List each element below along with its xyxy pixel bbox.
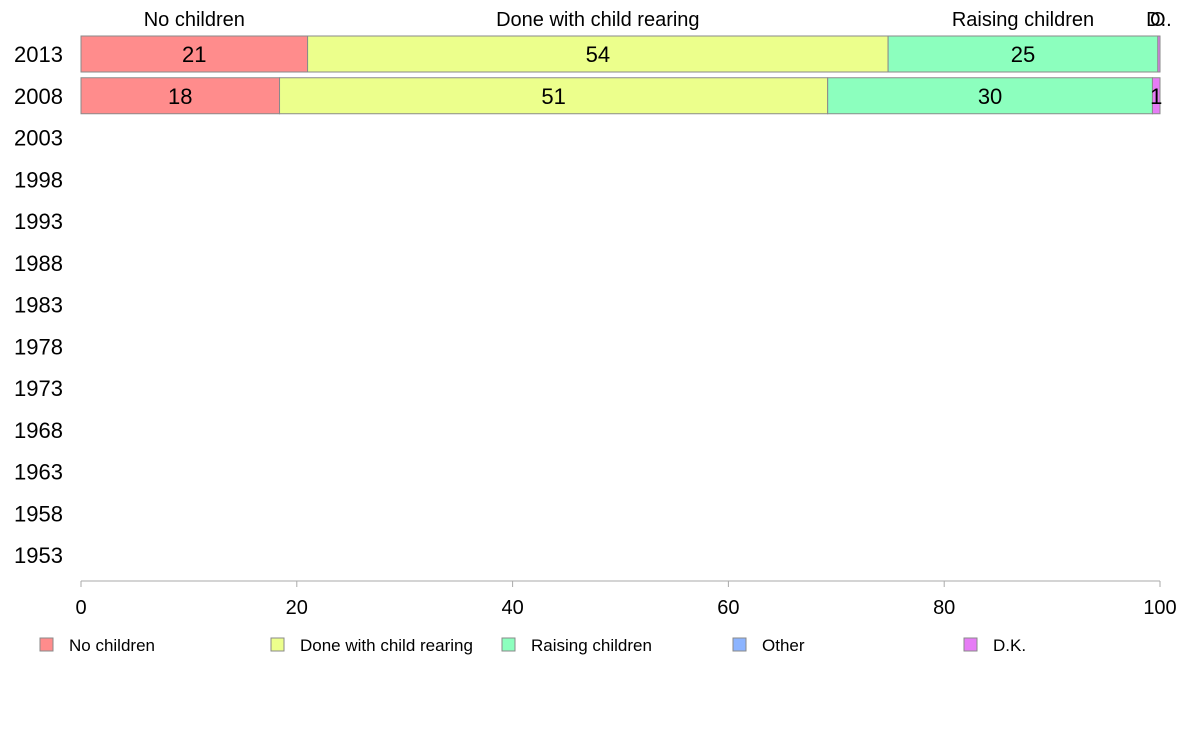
- x-tick-label: 40: [501, 597, 523, 619]
- year-label: 1963: [14, 460, 63, 485]
- bar-segment: [1157, 35, 1161, 73]
- legend-label: Other: [762, 636, 805, 655]
- x-axis: 0 20 40 60 80 100: [75, 580, 1177, 619]
- legend-swatch: [270, 637, 285, 652]
- x-tick-label: 80: [933, 597, 955, 619]
- legend-label: D.K.: [993, 636, 1026, 655]
- x-tick-label: 20: [286, 597, 308, 619]
- data-label: 21: [182, 42, 206, 67]
- year-labels: 2013 2008 2003 1998 1993 1988 1983 1978 1973 1968…: [14, 42, 63, 568]
- year-label: 1988: [14, 251, 63, 276]
- legend-label: No children: [69, 636, 155, 655]
- bar-segment: [1151, 77, 1161, 115]
- x-tick-label: 100: [1143, 597, 1176, 619]
- year-label: 1973: [14, 376, 63, 401]
- legend-label: Raising children: [531, 636, 652, 655]
- bar-segment: [827, 77, 1153, 115]
- legend: No children Done with child rearing Raisin…: [39, 636, 1026, 655]
- legend-swatch: [963, 637, 978, 652]
- year-label: 1968: [14, 418, 63, 443]
- segment-header-label: Done with child rearing: [496, 9, 699, 31]
- data-label: 30: [978, 84, 1002, 109]
- year-label: 2013: [14, 42, 63, 67]
- segment-header-labels: No children Done with child rearing Raisin…: [144, 9, 1172, 31]
- segment-header-label: No children: [144, 9, 245, 31]
- year-label: 2003: [14, 126, 63, 151]
- data-label: 18: [168, 84, 192, 109]
- bars: 21 54 25 18 51 30 1: [80, 35, 1162, 115]
- segment-header-label: D..: [1146, 9, 1172, 31]
- legend-swatch: [732, 637, 747, 652]
- data-label: 1: [1150, 84, 1162, 109]
- segment-header-label: Raising children: [952, 9, 1094, 31]
- legend-label: Done with child rearing: [300, 636, 473, 655]
- x-tick-label: 0: [75, 597, 86, 619]
- year-label: 1958: [14, 501, 63, 526]
- year-label: 1978: [14, 334, 63, 359]
- bar-segment: [307, 35, 889, 73]
- data-label: 25: [1011, 42, 1035, 67]
- year-label: 1953: [14, 543, 63, 568]
- year-label: 2008: [14, 84, 63, 109]
- data-label: 54: [586, 42, 610, 67]
- legend-swatch: [501, 637, 516, 652]
- year-label: 1983: [14, 293, 63, 318]
- data-label: 51: [541, 84, 565, 109]
- legend-swatch: [39, 637, 54, 652]
- segment-header-label: O: [1150, 9, 1166, 31]
- x-tick-label: 60: [717, 597, 739, 619]
- bar-segment: [279, 77, 829, 115]
- year-label: 1998: [14, 167, 63, 192]
- year-label: 1993: [14, 209, 63, 234]
